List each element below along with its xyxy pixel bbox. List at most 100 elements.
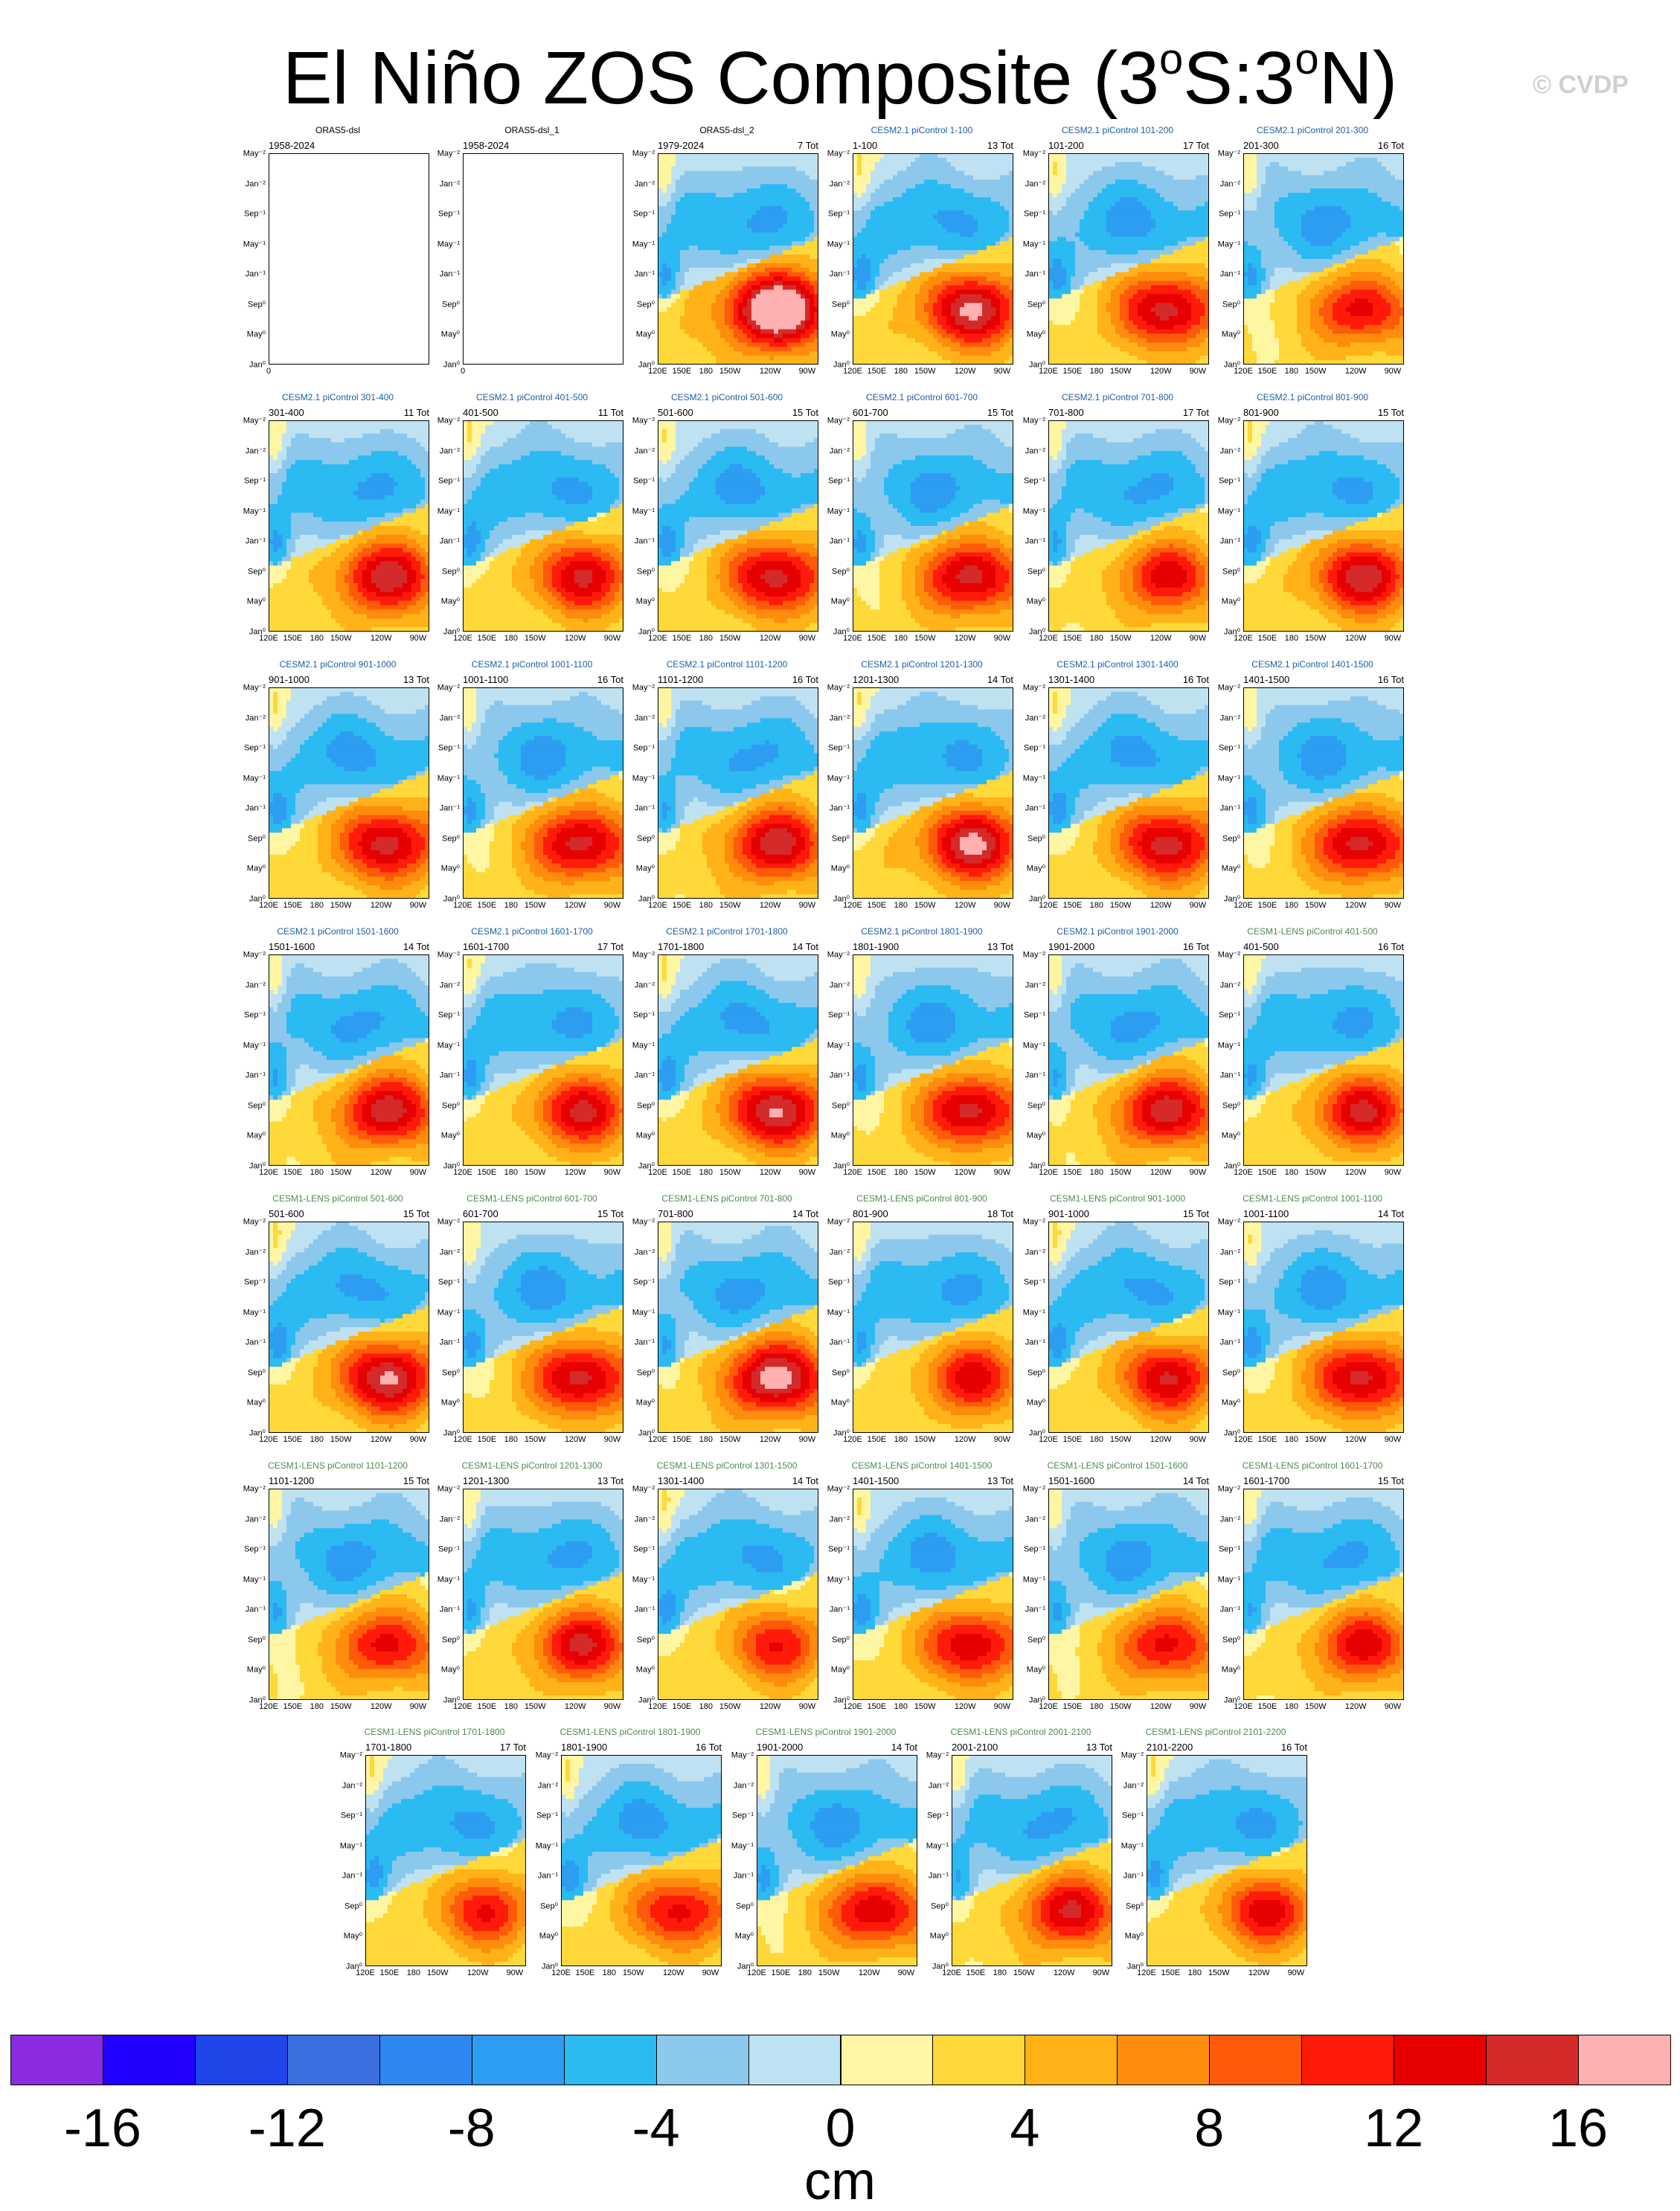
- heatmap-cell: [978, 167, 982, 171]
- heatmap-cell: [760, 241, 765, 246]
- heatmap-cell: [698, 202, 702, 206]
- heatmap-cell: [689, 268, 693, 272]
- heatmap-cell: [888, 219, 893, 224]
- heatmap-cell: [1075, 167, 1080, 171]
- heatmap-cell: [929, 286, 933, 290]
- heatmap-cell: [756, 180, 760, 184]
- heatmap-cell: [796, 263, 801, 268]
- heatmap-cell: [720, 356, 725, 360]
- heatmap-cell: [725, 193, 729, 197]
- heatmap-cell: [946, 241, 951, 246]
- heatmap-cell: [1004, 197, 1009, 202]
- heatmap-cell: [707, 277, 711, 281]
- heatmap-cell: [1142, 188, 1147, 193]
- heatmap-cell: [1053, 246, 1057, 250]
- heatmap-cell: [897, 167, 902, 171]
- heatmap-cell: [1075, 325, 1080, 330]
- heatmap-cell: [915, 338, 920, 343]
- heatmap-cell: [1147, 176, 1151, 180]
- heatmap-cell: [1062, 162, 1066, 167]
- heatmap-cell: [1106, 211, 1111, 215]
- heatmap-cell: [1102, 202, 1106, 206]
- heatmap-cell: [801, 356, 805, 360]
- heatmap-cell: [969, 246, 973, 250]
- heatmap-cell: [747, 254, 751, 259]
- heatmap-cell: [1191, 294, 1196, 298]
- heatmap-cell: [1053, 228, 1057, 233]
- heatmap-cell: [1000, 237, 1004, 241]
- heatmap-cell: [1071, 197, 1075, 202]
- heatmap-cell: [734, 289, 738, 294]
- heatmap-cell: [662, 281, 667, 286]
- heatmap-cell: [879, 268, 884, 272]
- heatmap-cell: [1191, 228, 1196, 233]
- heatmap-cell: [1178, 316, 1182, 321]
- heatmap-cell: [866, 250, 871, 254]
- heatmap-cell: [1120, 272, 1124, 277]
- heatmap-cell: [875, 334, 879, 338]
- heatmap-cell: [1089, 193, 1093, 197]
- heatmap-cell: [929, 289, 933, 294]
- heatmap-cell: [1173, 263, 1178, 268]
- heatmap-cell: [1097, 162, 1102, 167]
- heatmap-cell: [875, 303, 879, 307]
- heatmap-cell: [702, 342, 707, 347]
- heatmap-cell: [1200, 167, 1205, 171]
- heatmap-cell: [1147, 312, 1151, 316]
- heatmap-cell: [1111, 286, 1115, 290]
- heatmap-cell: [1004, 342, 1009, 347]
- heatmap-cell: [676, 237, 680, 241]
- heatmap-cell: [1057, 294, 1062, 298]
- heatmap-cell: [774, 215, 778, 219]
- heatmap-cell: [765, 206, 769, 211]
- heatmap-cell: [1102, 254, 1106, 259]
- heatmap-cell: [716, 325, 720, 330]
- heatmap-cell: [978, 338, 982, 343]
- heatmap-cell: [693, 289, 698, 294]
- heatmap-cell: [946, 259, 951, 263]
- heatmap-cell: [676, 184, 680, 188]
- heatmap-cell: [951, 307, 955, 312]
- heatmap-cell: [1187, 246, 1191, 250]
- heatmap-cell: [857, 312, 862, 316]
- heatmap-cell: [879, 215, 884, 219]
- heatmap-cell: [809, 303, 814, 307]
- heatmap-cell: [1093, 316, 1097, 321]
- heatmap-cell: [1062, 171, 1066, 176]
- heatmap-cell: [680, 215, 684, 219]
- heatmap-cell: [729, 325, 734, 330]
- heatmap-cell: [760, 197, 765, 202]
- heatmap-cell: [769, 325, 774, 330]
- heatmap-cell: [951, 197, 955, 202]
- heatmap-cell: [1004, 268, 1009, 272]
- heatmap-cell: [987, 277, 991, 281]
- heatmap-cell: [862, 294, 866, 298]
- heatmap-cell: [1102, 206, 1106, 211]
- heatmap-cell: [1147, 289, 1151, 294]
- heatmap-cell: [1196, 316, 1200, 321]
- heatmap-cell: [716, 241, 720, 246]
- heatmap-cell: [671, 250, 676, 254]
- heatmap-cell: [982, 268, 987, 272]
- heatmap-cell: [743, 268, 747, 272]
- heatmap-cell: [1062, 254, 1066, 259]
- heatmap-cell: [973, 347, 978, 351]
- heatmap-cell: [1075, 158, 1080, 162]
- heatmap-cell: [879, 206, 884, 211]
- heatmap-cell: [1200, 202, 1205, 206]
- heatmap-cell: [1133, 277, 1138, 281]
- heatmap-cell: [991, 321, 996, 325]
- heatmap-cell: [951, 347, 955, 351]
- y-tick-label: May⁰: [636, 330, 655, 339]
- heatmap-cell: [1173, 307, 1178, 312]
- heatmap-cell: [738, 241, 743, 246]
- heatmap-cell: [769, 237, 774, 241]
- heatmap-cell: [915, 219, 920, 224]
- heatmap-cell: [920, 321, 924, 325]
- heatmap-cell: [982, 184, 987, 188]
- heatmap-cell: [1089, 289, 1093, 294]
- heatmap-cell: [667, 158, 671, 162]
- heatmap-cell: [716, 263, 720, 268]
- heatmap-cell: [1182, 180, 1187, 184]
- heatmap-cell: [911, 211, 915, 215]
